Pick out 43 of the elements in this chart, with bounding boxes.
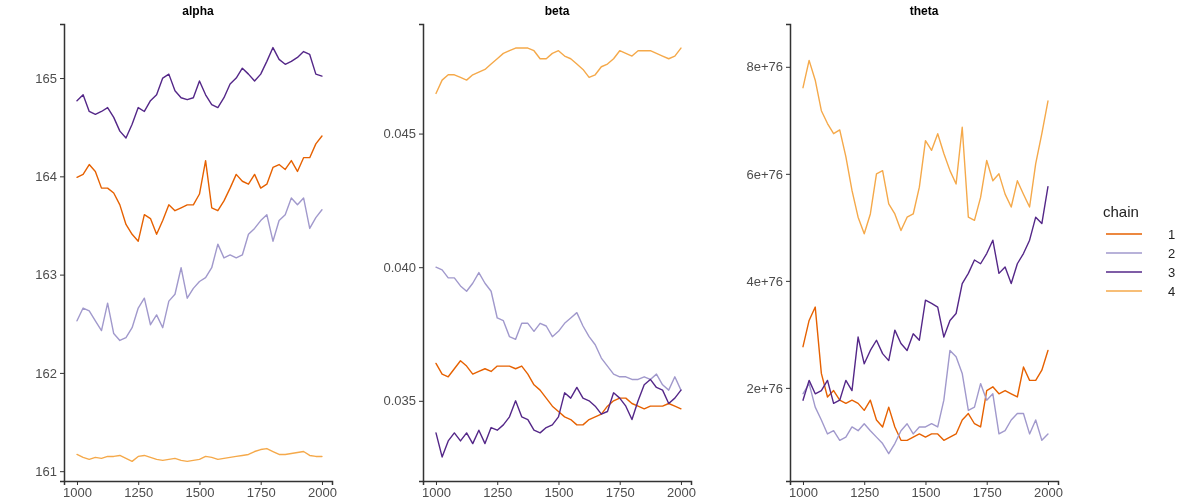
y-tick-label: 0.035 xyxy=(383,393,416,409)
x-tick-label: 2000 xyxy=(667,485,696,501)
legend-title: chain xyxy=(1103,203,1139,220)
y-tick-label: 161 xyxy=(35,463,57,479)
line-series xyxy=(435,47,682,95)
line-series xyxy=(435,378,682,458)
legend-label: 1 xyxy=(1168,227,1176,242)
x-tick-label: 1750 xyxy=(246,485,276,501)
x-tick-label: 1250 xyxy=(124,485,154,501)
legend-label: 3 xyxy=(1168,265,1176,280)
y-tick-label: 165 xyxy=(35,70,57,86)
x-tick-label: 1000 xyxy=(63,485,92,501)
y-tick-label: 8e+76 xyxy=(746,59,783,75)
y-tick-label: 0.040 xyxy=(383,259,416,275)
chart-title: alpha xyxy=(182,4,214,18)
x-tick-label: 2000 xyxy=(1034,485,1063,501)
chart-title: theta xyxy=(909,4,939,18)
legend-label: 2 xyxy=(1168,246,1176,261)
x-tick-label: 1000 xyxy=(789,485,818,501)
x-tick-label: 1750 xyxy=(972,485,1002,501)
line-series xyxy=(76,135,323,242)
x-tick-label: 1000 xyxy=(422,485,451,501)
y-tick-label: 4e+76 xyxy=(746,273,783,289)
x-tick-label: 1250 xyxy=(850,485,880,501)
x-tick-label: 1500 xyxy=(544,485,574,501)
line-series xyxy=(435,266,682,391)
y-tick-label: 6e+76 xyxy=(746,166,783,182)
y-tick-label: 0.045 xyxy=(383,126,416,142)
line-series xyxy=(76,197,323,342)
y-tick-label: 163 xyxy=(35,267,57,283)
x-tick-label: 1500 xyxy=(911,485,941,501)
line-series xyxy=(435,360,682,426)
chart-title: beta xyxy=(544,4,570,18)
x-tick-label: 1500 xyxy=(185,485,215,501)
x-tick-label: 2000 xyxy=(308,485,337,501)
y-tick-label: 2e+76 xyxy=(746,380,783,396)
line-series xyxy=(76,447,323,463)
line-series xyxy=(76,46,323,139)
x-tick-label: 1250 xyxy=(483,485,513,501)
y-tick-label: 164 xyxy=(35,168,57,184)
y-tick-label: 162 xyxy=(35,365,57,381)
legend-label: 4 xyxy=(1168,284,1176,299)
x-tick-label: 1750 xyxy=(605,485,635,501)
